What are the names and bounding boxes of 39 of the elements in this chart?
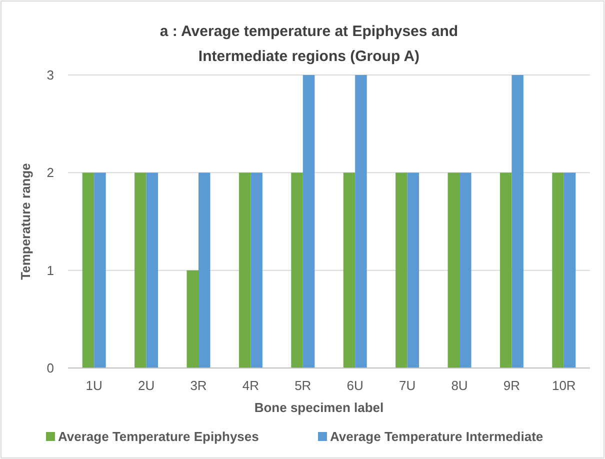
bar: [250, 172, 262, 368]
x-tick-label: 5R: [294, 378, 312, 393]
x-tick-label: 3R: [190, 378, 207, 393]
bar: [396, 172, 408, 368]
x-tick-label: 1U: [86, 378, 102, 393]
bar: [460, 172, 472, 368]
legend-label: Average Temperature Epiphyses: [58, 429, 259, 444]
chart-title: a : Average temperature at Epiphyses and Intermediate regions (Group A): [160, 23, 458, 65]
y-tick-label: 1: [46, 262, 54, 278]
bar: [564, 172, 576, 368]
bar: [302, 75, 315, 368]
y-tick-label: 0: [46, 360, 54, 376]
x-tick-label: 6U: [346, 378, 364, 393]
bar: [500, 172, 512, 368]
x-tick-label: 10R: [552, 378, 576, 393]
x-tick-label: 8U: [451, 378, 468, 393]
bar: [186, 270, 198, 368]
bar: [512, 75, 524, 368]
x-tick-label: 9R: [503, 378, 520, 393]
bar: [94, 172, 106, 368]
y-tick-label: 2: [46, 165, 54, 180]
x-tick-label: 4R: [242, 378, 260, 393]
bar: [448, 172, 460, 368]
bar: [238, 172, 251, 368]
bar: [82, 172, 94, 368]
bar: [134, 172, 146, 368]
bar: [355, 75, 367, 368]
y-axis-title: Temperature range: [18, 163, 33, 280]
legend-label: Average Temperature Intermediate: [330, 429, 544, 444]
bar: [198, 172, 210, 368]
bar: [552, 172, 564, 368]
bar: [407, 172, 420, 368]
bar: [343, 172, 356, 368]
x-tick-label: 2U: [138, 378, 155, 393]
x-axis-title: Bone specimen label: [254, 400, 384, 415]
y-tick-label: 3: [46, 68, 54, 83]
bar: [291, 172, 303, 368]
bar: [146, 172, 158, 368]
x-tick-label: 7U: [398, 378, 416, 393]
